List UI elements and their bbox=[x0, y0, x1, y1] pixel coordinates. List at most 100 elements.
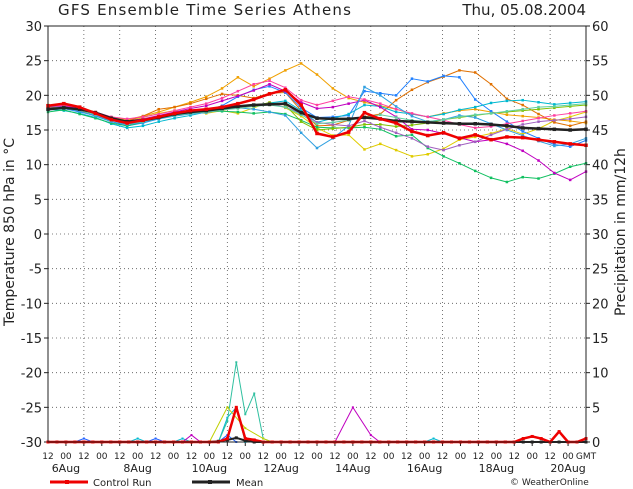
temp-member-5-point bbox=[284, 112, 287, 116]
temp-member-5-point bbox=[62, 108, 66, 112]
temp-member-9-point bbox=[553, 144, 556, 148]
temp-mean-point bbox=[489, 122, 493, 127]
temp-member-10-point bbox=[347, 124, 350, 128]
temp-member-0-point bbox=[473, 107, 477, 111]
temp-mean-point bbox=[299, 110, 303, 115]
temp-control-point bbox=[77, 105, 82, 109]
temp-member-11-point bbox=[394, 116, 398, 119]
temp-mean-point bbox=[505, 124, 509, 128]
temp-member-11-point bbox=[315, 122, 319, 126]
temp-member-4-point bbox=[537, 101, 540, 104]
temp-member-4-point bbox=[505, 99, 509, 103]
temp-member-7-point bbox=[426, 128, 430, 132]
y-tick-label: 20 bbox=[25, 89, 42, 104]
temp-control-point bbox=[520, 135, 525, 140]
temp-member-5-point bbox=[299, 119, 303, 122]
legend-mean-marker bbox=[208, 480, 212, 484]
temp-member-9-point bbox=[252, 107, 255, 111]
y-tick-label: 30 bbox=[25, 20, 42, 35]
temp-member-5-point bbox=[473, 169, 477, 173]
temp-member-8-point bbox=[157, 112, 161, 116]
temp-mean-point bbox=[457, 122, 462, 126]
y-tick-label: -30 bbox=[21, 436, 42, 451]
precip-mean-point bbox=[234, 436, 238, 440]
x-hour-label: 00 bbox=[204, 452, 216, 462]
temp-member-0-point bbox=[299, 62, 303, 65]
temp-member-0-point bbox=[347, 96, 350, 100]
temp-member-1-point bbox=[410, 155, 414, 158]
temp-member-9-point bbox=[473, 116, 477, 119]
x-hour-label: 12 bbox=[42, 452, 53, 462]
temp-member-1-point bbox=[521, 132, 524, 136]
temp-control-point bbox=[331, 135, 335, 139]
temp-member-10-point bbox=[537, 120, 540, 123]
temp-mean-point bbox=[267, 102, 272, 107]
temp-member-5-point bbox=[363, 125, 366, 129]
temp-member-5-point bbox=[568, 165, 572, 168]
x-date-label: 14Aug bbox=[335, 462, 370, 475]
temp-member-6-point bbox=[568, 105, 572, 108]
temp-member-5-point bbox=[458, 162, 461, 165]
x-hour-label: 12 bbox=[78, 452, 89, 462]
temp-member-5-point bbox=[94, 116, 97, 120]
y2-axis-label: Precipitation in mm/12h bbox=[613, 148, 629, 316]
temp-member-0-point bbox=[268, 77, 271, 80]
temp-member-6-point bbox=[363, 123, 366, 126]
temp-member-8-point bbox=[236, 89, 240, 93]
temp-member-6-point bbox=[553, 106, 556, 110]
precip-control-point bbox=[530, 434, 534, 438]
temp-member-8-point bbox=[204, 102, 208, 105]
temp-member-11-point bbox=[331, 121, 335, 124]
control-series bbox=[46, 88, 588, 148]
temp-member-1-point bbox=[489, 132, 493, 135]
temp-control-point bbox=[62, 101, 66, 106]
temp-member-3-point bbox=[347, 114, 350, 117]
temp-member-5-point bbox=[505, 180, 509, 184]
temp-member-11-point bbox=[442, 118, 445, 121]
x-hour-label: 12 bbox=[293, 452, 304, 462]
temp-member-7-point bbox=[220, 99, 224, 103]
x-hour-label: 00 bbox=[240, 452, 252, 462]
legend: Control Run Mean bbox=[50, 478, 263, 489]
temp-member-5-point bbox=[220, 110, 224, 113]
temp-member-0-point bbox=[284, 69, 287, 72]
y-axis-label: Temperature 850 hPa in °C bbox=[2, 138, 18, 327]
precip-member-early-point bbox=[226, 406, 229, 409]
temp-mean-point bbox=[394, 119, 398, 123]
temp-control-point bbox=[552, 140, 557, 144]
temp-member-10-point bbox=[379, 125, 382, 129]
y2-tick-label: 45 bbox=[592, 124, 609, 139]
temp-member-1-point bbox=[347, 133, 350, 137]
legend-control-marker bbox=[65, 480, 69, 484]
temp-member-5-point bbox=[78, 112, 81, 116]
temp-member-7-point bbox=[379, 105, 382, 109]
x-hour-label: 12 bbox=[329, 452, 340, 462]
temp-member-1-point bbox=[568, 115, 572, 119]
temp-member-0-point bbox=[505, 113, 509, 116]
y2-tick-label: 30 bbox=[592, 228, 609, 243]
x-hour-label: 00 bbox=[132, 452, 144, 462]
temp-member-0-point bbox=[220, 87, 224, 90]
temp-control-point bbox=[109, 117, 114, 122]
y-tick-label: -20 bbox=[21, 367, 42, 382]
temp-member-2-point bbox=[553, 121, 556, 124]
temp-member-2-point bbox=[473, 71, 477, 74]
temp-mean-point bbox=[315, 116, 319, 120]
precip-member-early-point bbox=[432, 437, 435, 440]
chart-title: GFS Ensemble Time Series Athens bbox=[58, 1, 352, 19]
temp-member-11-point bbox=[284, 105, 287, 109]
temp-mean-point bbox=[410, 119, 414, 124]
temp-control-point bbox=[141, 118, 145, 123]
temp-control-point bbox=[410, 129, 414, 134]
temp-control-point bbox=[568, 142, 572, 146]
y2-tick-label: 15 bbox=[592, 332, 609, 347]
temp-member-2-point bbox=[394, 98, 398, 102]
y-ticks: 30 25 20 15 10 5 0 -5 -10 -15 -20 -25 -30 bbox=[21, 20, 48, 451]
y2-tick-label: 35 bbox=[592, 193, 609, 208]
temp-member-11-point bbox=[537, 105, 540, 109]
temp-member-8-point bbox=[379, 102, 382, 105]
x-date-label: 18Aug bbox=[479, 462, 514, 475]
temp-control-point bbox=[172, 111, 177, 116]
temp-member-4-point bbox=[189, 114, 192, 117]
temp-member-8-point bbox=[347, 95, 350, 98]
